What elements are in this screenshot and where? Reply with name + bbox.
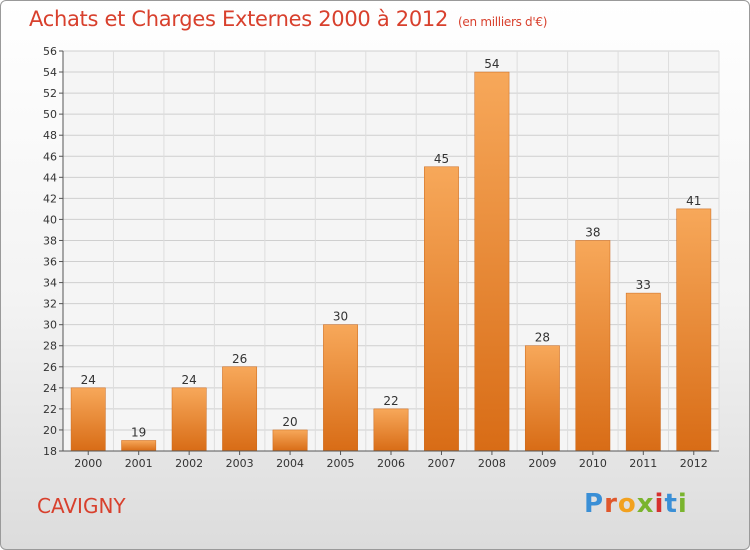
bar-value-label: 24 xyxy=(81,373,96,387)
y-tick-label: 48 xyxy=(43,129,57,142)
logo-letter: t xyxy=(664,489,678,519)
bar-value-label: 20 xyxy=(282,415,297,429)
bar xyxy=(373,408,409,452)
bar-value-label: 38 xyxy=(585,225,600,239)
y-tick-label: 20 xyxy=(43,424,57,437)
bar xyxy=(424,166,459,452)
logo-letter: x xyxy=(636,489,655,519)
x-tick-label: 2001 xyxy=(125,457,153,470)
bar xyxy=(171,387,207,452)
y-tick-label: 36 xyxy=(43,256,57,269)
bar-value-label: 28 xyxy=(535,331,550,345)
bar xyxy=(70,387,106,452)
bar-value-label: 30 xyxy=(333,310,348,324)
bars: 24 19 24 26 20 30 22 45 54 28 38 33 41 xyxy=(70,57,712,452)
x-tick-label: 2008 xyxy=(478,457,506,470)
y-tick-label: 52 xyxy=(43,87,57,100)
plot-area xyxy=(63,51,719,451)
y-tick-label: 50 xyxy=(43,108,57,121)
bar xyxy=(524,345,560,452)
y-tick-label: 26 xyxy=(43,361,57,374)
y-tick-label: 30 xyxy=(43,319,57,332)
bar xyxy=(222,366,258,452)
bar-value-label: 54 xyxy=(484,57,499,71)
logo-letter: o xyxy=(617,489,637,519)
x-tick-label: 2000 xyxy=(74,457,102,470)
x-tick-label: 2012 xyxy=(680,457,708,470)
y-tick-label: 40 xyxy=(43,213,57,226)
x-tick-label: 2007 xyxy=(427,457,455,470)
bar-value-label: 22 xyxy=(383,394,398,408)
bar xyxy=(323,324,358,452)
x-tick-label: 2010 xyxy=(579,457,607,470)
logo-letter: P xyxy=(584,489,605,519)
grid-lines xyxy=(62,50,720,452)
x-tick-label: 2006 xyxy=(377,457,405,470)
bar xyxy=(676,208,712,452)
logo-letter: i xyxy=(654,489,665,519)
bar-value-label: 33 xyxy=(636,278,651,292)
y-tick-label: 22 xyxy=(43,403,57,416)
chart-subtitle: (en milliers d'€) xyxy=(458,15,548,29)
x-tick-label: 2002 xyxy=(175,457,203,470)
bar-value-label: 45 xyxy=(434,152,449,166)
logo-letter: r xyxy=(604,489,618,519)
logo-letter: i xyxy=(677,489,688,519)
x-tick-label: 2004 xyxy=(276,457,304,470)
y-tick-label: 56 xyxy=(43,45,57,58)
y-tick-label: 28 xyxy=(43,340,57,353)
y-tick-label: 34 xyxy=(43,277,57,290)
bar-value-label: 19 xyxy=(131,425,146,439)
y-tick-label: 32 xyxy=(43,298,57,311)
chart-title-text: Achats et Charges Externes 2000 à 2012 xyxy=(29,7,449,31)
bar xyxy=(272,429,308,452)
y-tick-label: 46 xyxy=(43,150,57,163)
bar-value-label: 26 xyxy=(232,352,247,366)
bar xyxy=(625,292,661,452)
axes: 18 20 22 24 26 28 30 32 34 36 38 40 42 44 46 48 50 52 54 56… xyxy=(43,45,719,470)
y-tick-label: 44 xyxy=(43,171,57,184)
chart-title: Achats et Charges Externes 2000 à 2012 (e… xyxy=(29,7,547,31)
y-tick-label: 42 xyxy=(43,192,57,205)
y-tick-label: 18 xyxy=(43,445,57,458)
x-tick-label: 2003 xyxy=(226,457,254,470)
bar xyxy=(474,71,510,452)
bar-value-label: 24 xyxy=(182,373,197,387)
place-name: CAVIGNY xyxy=(37,494,126,518)
y-tick-label: 24 xyxy=(43,382,57,395)
proxiti-logo: Proxiti xyxy=(584,489,688,519)
bar-value-label: 41 xyxy=(686,194,701,208)
y-tick-label: 54 xyxy=(43,66,57,79)
y-tick-label: 38 xyxy=(43,234,57,247)
x-tick-label: 2005 xyxy=(327,457,355,470)
x-tick-label: 2009 xyxy=(528,457,556,470)
x-tick-label: 2011 xyxy=(629,457,657,470)
bar xyxy=(121,440,157,452)
bar xyxy=(575,240,611,452)
